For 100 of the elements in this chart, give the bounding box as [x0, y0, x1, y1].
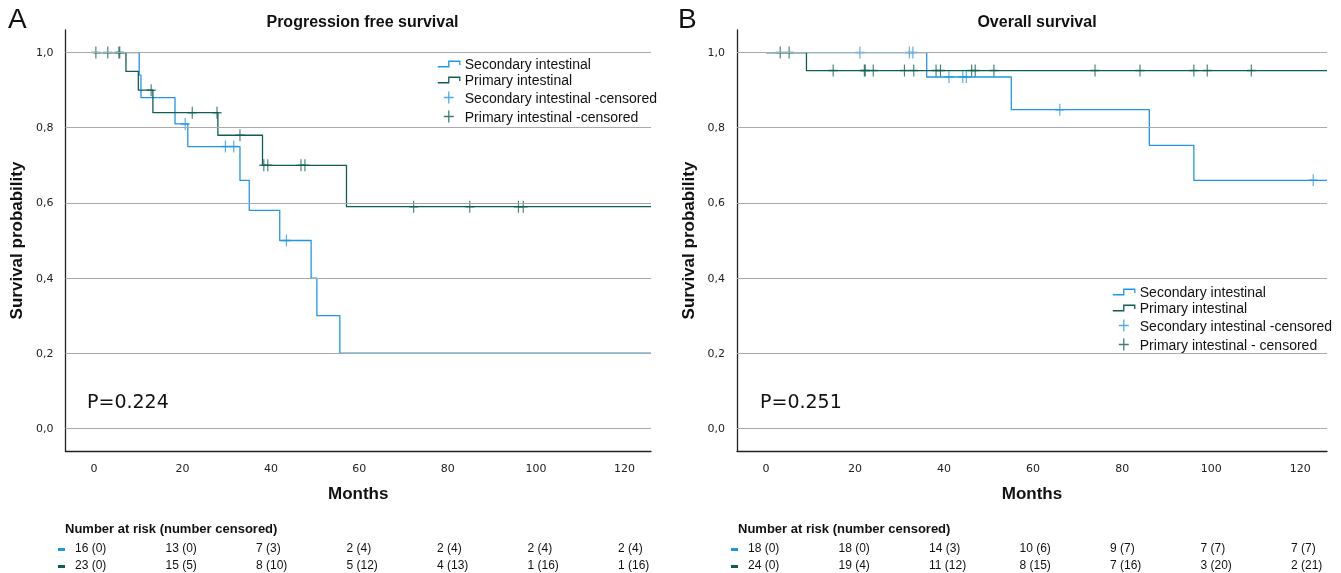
x-axis-title: Months	[327, 484, 389, 503]
y-tick-label: 0,4	[35, 271, 54, 285]
point	[187, 106, 198, 120]
point	[1202, 63, 1213, 78]
x-tick-label: 40	[263, 462, 278, 475]
text: 11 (12)	[929, 558, 967, 572]
text: 2 (4)	[527, 541, 553, 555]
point	[408, 200, 419, 214]
point	[145, 83, 157, 97]
text: B	[678, 2, 697, 34]
text: 4 (13)	[437, 558, 469, 572]
y-axis-title: Survival probability	[7, 161, 26, 320]
point	[1089, 63, 1101, 78]
x-tick-label: 80	[1115, 462, 1130, 475]
x-tick-label: 20	[175, 462, 190, 475]
y-tick-label: 1,0	[707, 46, 725, 60]
y-tick-label: 0,2	[707, 346, 725, 360]
point	[1054, 103, 1065, 117]
text: 7 (7)	[1291, 541, 1316, 555]
point	[299, 158, 311, 172]
y-tick-label: 0,2	[35, 346, 54, 360]
text: 8 (15)	[1019, 558, 1051, 572]
legend-label: Secondary intestinal -censored	[464, 89, 658, 106]
text: 2 (4)	[346, 541, 372, 555]
point	[234, 128, 246, 142]
legend-label: Primary intestinal - censored	[1139, 336, 1318, 353]
point	[943, 70, 955, 84]
legend-label: Secondary intestinal	[1139, 284, 1266, 300]
text: 18 (0)	[748, 541, 780, 555]
text: Number at risk (number censored)	[738, 521, 951, 536]
y-tick-label: 0,8	[35, 121, 54, 135]
y-tick-label: 0,0	[707, 421, 725, 435]
x-tick-label: 120	[613, 462, 635, 475]
text: 2 (4)	[437, 541, 462, 555]
x-tick-label: 100	[525, 462, 547, 475]
legend-label: Primary intestinal	[1139, 300, 1248, 316]
x-tick-label: 20	[848, 462, 862, 475]
legend-label: Secondary intestinal -censored	[1139, 317, 1333, 334]
point	[180, 117, 191, 131]
point	[518, 200, 529, 214]
x-tick-label: 40	[937, 462, 952, 475]
point	[262, 158, 273, 172]
text: 18 (0)	[838, 541, 870, 555]
text: Number at risk (number censored)	[65, 521, 278, 536]
text: A	[8, 2, 27, 34]
text: 1 (16)	[527, 558, 559, 572]
point	[464, 200, 475, 214]
point	[281, 233, 292, 248]
point	[908, 63, 919, 78]
point	[970, 63, 981, 78]
text: 2 (4)	[618, 541, 643, 555]
text: 3 (20)	[1200, 558, 1232, 572]
legend-label: Primary intestinal	[464, 72, 573, 88]
text: 15 (5)	[165, 558, 197, 572]
text: 7 (16)	[1110, 558, 1142, 572]
x-tick-label: 0	[762, 462, 770, 475]
point	[828, 63, 839, 78]
point	[228, 139, 239, 154]
point	[868, 63, 879, 78]
text: 14 (3)	[929, 541, 961, 555]
point	[1246, 63, 1257, 78]
text: 16 (0)	[75, 541, 107, 555]
annotation: P=0.224	[87, 389, 169, 412]
chart-title: Progression free survival	[266, 12, 459, 30]
y-tick-label: 0,0	[35, 421, 54, 435]
x-tick-label: 120	[1289, 462, 1311, 475]
point	[961, 70, 972, 84]
text: 19 (4)	[838, 558, 870, 572]
point	[220, 139, 231, 154]
text: 13 (0)	[165, 541, 197, 555]
y-tick-label: 0,6	[707, 196, 725, 210]
x-tick-label: 100	[1200, 462, 1222, 475]
text: 24 (0)	[748, 558, 780, 572]
text: 2 (21)	[1291, 558, 1323, 572]
chart-title: Overall survival	[977, 12, 1097, 30]
text: 5 (12)	[346, 558, 378, 572]
text: 7 (7)	[1200, 541, 1226, 555]
point	[1188, 63, 1200, 78]
x-tick-label: 0	[90, 462, 98, 475]
y-axis-title: Survival probability	[678, 161, 698, 320]
point	[935, 63, 946, 78]
text: 1 (16)	[618, 558, 650, 572]
y-tick-label: 1,0	[35, 46, 54, 60]
text: 8 (10)	[256, 558, 288, 572]
x-tick-label: 60	[352, 462, 367, 475]
x-tick-label: 80	[440, 462, 455, 475]
text: 9 (7)	[1110, 541, 1135, 555]
point	[211, 106, 223, 120]
x-axis-title: Months	[1001, 484, 1063, 503]
y-tick-label: 0,8	[707, 121, 725, 135]
point	[1134, 63, 1146, 78]
y-tick-label: 0,4	[707, 271, 725, 285]
point	[899, 63, 910, 78]
text: 23 (0)	[75, 558, 107, 572]
legend-label: Secondary intestinal	[464, 56, 591, 72]
x-tick-label: 60	[1026, 462, 1041, 475]
point	[988, 63, 1000, 78]
annotation: P=0.251	[760, 389, 842, 412]
text: 10 (6)	[1019, 541, 1051, 555]
point	[1308, 173, 1319, 188]
